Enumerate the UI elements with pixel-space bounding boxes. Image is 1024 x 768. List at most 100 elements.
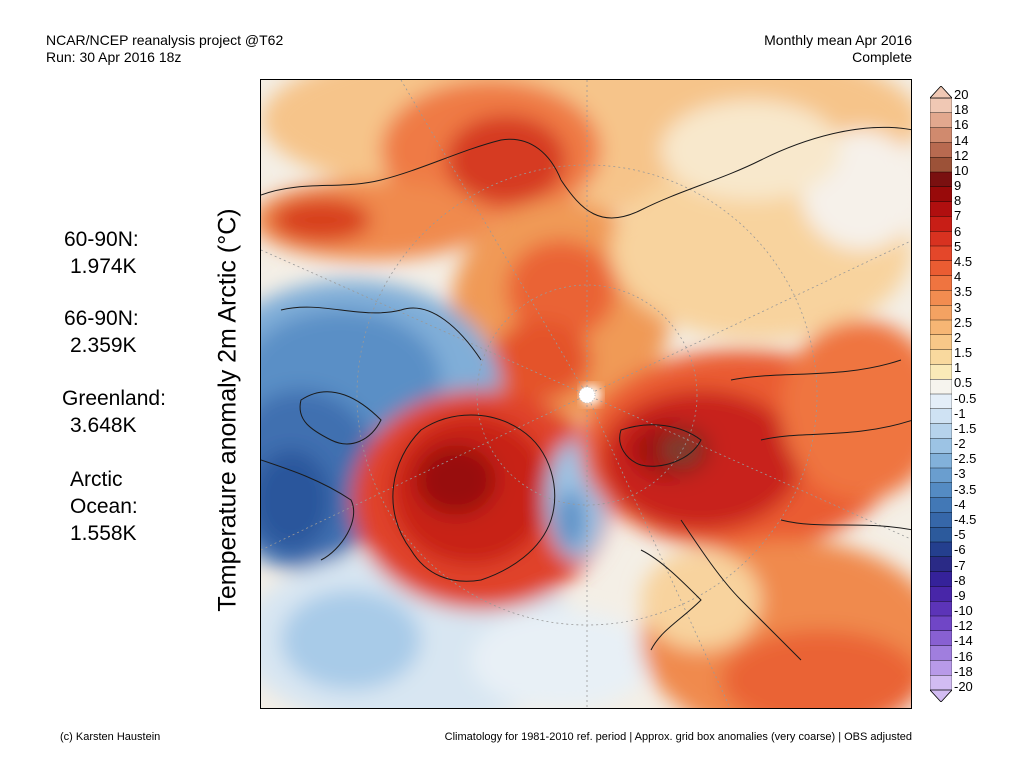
- colorbar-label: 1.5: [954, 345, 973, 361]
- colorbar-label: -16: [954, 648, 973, 664]
- stat-value: 1.974K: [70, 255, 137, 278]
- colorbar-swatch: [930, 467, 952, 484]
- colorbar-swatch: [930, 142, 952, 158]
- colorbar-label: 18: [954, 102, 969, 118]
- pole-marker: [578, 386, 596, 404]
- colorbar-swatch: [930, 393, 952, 410]
- colorbar-label: -18: [954, 663, 973, 679]
- colorbar-swatch: [930, 453, 952, 469]
- model-title: NCAR/NCEP reanalysis project @T62: [46, 32, 284, 48]
- colorbar-label: 10: [954, 162, 969, 178]
- colorbar-swatch: [930, 216, 952, 232]
- colorbar-top-arrow: [930, 86, 952, 99]
- colorbar-swatch: [930, 497, 952, 513]
- colorbar-label: -14: [954, 633, 973, 649]
- colorbar-swatch: [930, 319, 952, 336]
- colorbar-label: -4: [954, 496, 966, 512]
- colorbar-label: -0.5: [954, 390, 977, 406]
- colorbar-swatch: [930, 438, 952, 454]
- colorbar-swatch: [930, 379, 952, 395]
- stat-value: 2.359K: [70, 334, 137, 357]
- stat-label: Greenland:: [62, 387, 166, 410]
- colorbar-swatch: [930, 571, 952, 587]
- colorbar-label: 7: [954, 208, 962, 224]
- map-canvas: [261, 80, 911, 708]
- y-axis-label: Temperature anomaly 2m Arctic (°C): [213, 208, 242, 612]
- colorbar-label: 5: [954, 238, 962, 254]
- colorbar-label: -4.5: [954, 512, 977, 528]
- colorbar-swatch: [930, 615, 952, 632]
- colorbar-label: -3.5: [954, 481, 977, 497]
- stat-value: 1.558K: [70, 522, 137, 545]
- colorbar-swatch: [930, 541, 952, 558]
- stat-value: 3.648K: [70, 414, 137, 437]
- colorbar-label: -7: [954, 557, 966, 573]
- colorbar-label: 6: [954, 223, 962, 239]
- colorbar-label: 2.5: [954, 314, 973, 330]
- colorbar: [930, 86, 952, 702]
- colorbar-label: 1: [954, 360, 962, 376]
- colorbar-swatch: [930, 334, 952, 351]
- colorbar-label: 12: [954, 147, 969, 163]
- colorbar-label: 0.5: [954, 375, 973, 391]
- colorbar-bottom-arrow: [930, 689, 952, 702]
- stat-66-90n: 66-90N: 2.359K: [64, 305, 139, 359]
- colorbar-swatch: [930, 245, 952, 262]
- stat-greenland: Greenland: 3.648K: [62, 385, 166, 439]
- header-right: Monthly mean Apr 2016 Complete: [764, 32, 912, 66]
- stat-label: 66-90N:: [64, 307, 139, 330]
- colorbar-swatch: [930, 527, 952, 543]
- anomaly-map: [260, 79, 912, 709]
- colorbar-label: -5: [954, 527, 966, 543]
- colorbar-label: 4.5: [954, 253, 973, 269]
- colorbar-swatch: [930, 260, 952, 277]
- colorbar-label: -2: [954, 436, 966, 452]
- colorbar-label: -10: [954, 603, 973, 619]
- colorbar-label: -3: [954, 466, 966, 482]
- completion-status: Complete: [852, 49, 912, 65]
- stat-label: 60-90N:: [64, 228, 139, 251]
- run-time: Run: 30 Apr 2016 18z: [46, 49, 182, 65]
- colorbar-swatch: [930, 512, 952, 528]
- colorbar-label: -8: [954, 572, 966, 588]
- colorbar-swatch: [930, 275, 952, 291]
- stat-label: Arctic: [70, 468, 123, 491]
- colorbar-label: -6: [954, 542, 966, 558]
- colorbar-label: -2.5: [954, 451, 977, 467]
- colorbar-swatch: [930, 156, 952, 173]
- colorbar-label: 2: [954, 329, 962, 345]
- colorbar-label: 9: [954, 178, 962, 194]
- period-title: Monthly mean Apr 2016: [764, 32, 912, 48]
- colorbar-swatch: [930, 675, 952, 691]
- colorbar-swatch: [930, 230, 952, 247]
- colorbar-swatch: [930, 556, 952, 573]
- colorbar-label: 14: [954, 132, 969, 148]
- colorbar-swatch: [930, 112, 952, 129]
- colorbar-swatch: [930, 423, 952, 439]
- colorbar-swatch: [930, 127, 952, 143]
- colorbar-label: -20: [954, 679, 973, 694]
- colorbar-swatch: [930, 630, 952, 647]
- colorbar-label: 4: [954, 269, 962, 285]
- colorbar-swatch: [930, 364, 952, 380]
- colorbar-swatch: [930, 186, 952, 203]
- colorbar-label: -9: [954, 587, 966, 603]
- header-left: NCAR/NCEP reanalysis project @T62 Run: 3…: [46, 32, 283, 66]
- colorbar-swatch: [930, 601, 952, 617]
- coastlines: [261, 126, 911, 661]
- colorbar-swatch: [930, 171, 952, 188]
- anomaly-field: [261, 80, 911, 708]
- colorbar-label: 8: [954, 193, 962, 209]
- credit: (c) Karsten Haustein: [60, 731, 161, 743]
- climatology-note: Climatology for 1981-2010 ref. period | …: [444, 731, 912, 743]
- colorbar-swatch: [930, 290, 952, 306]
- colorbar-label: 3.5: [954, 284, 973, 300]
- stat-label-2: Ocean:: [70, 495, 138, 518]
- colorbar-label: -1: [954, 405, 966, 421]
- colorbar-swatch: [930, 349, 952, 365]
- colorbar-label: 3: [954, 299, 962, 315]
- colorbar-swatch: [930, 97, 952, 114]
- colorbar-swatch: [930, 304, 952, 321]
- colorbar-label: -1.5: [954, 420, 977, 436]
- colorbar-label: 20: [954, 87, 969, 102]
